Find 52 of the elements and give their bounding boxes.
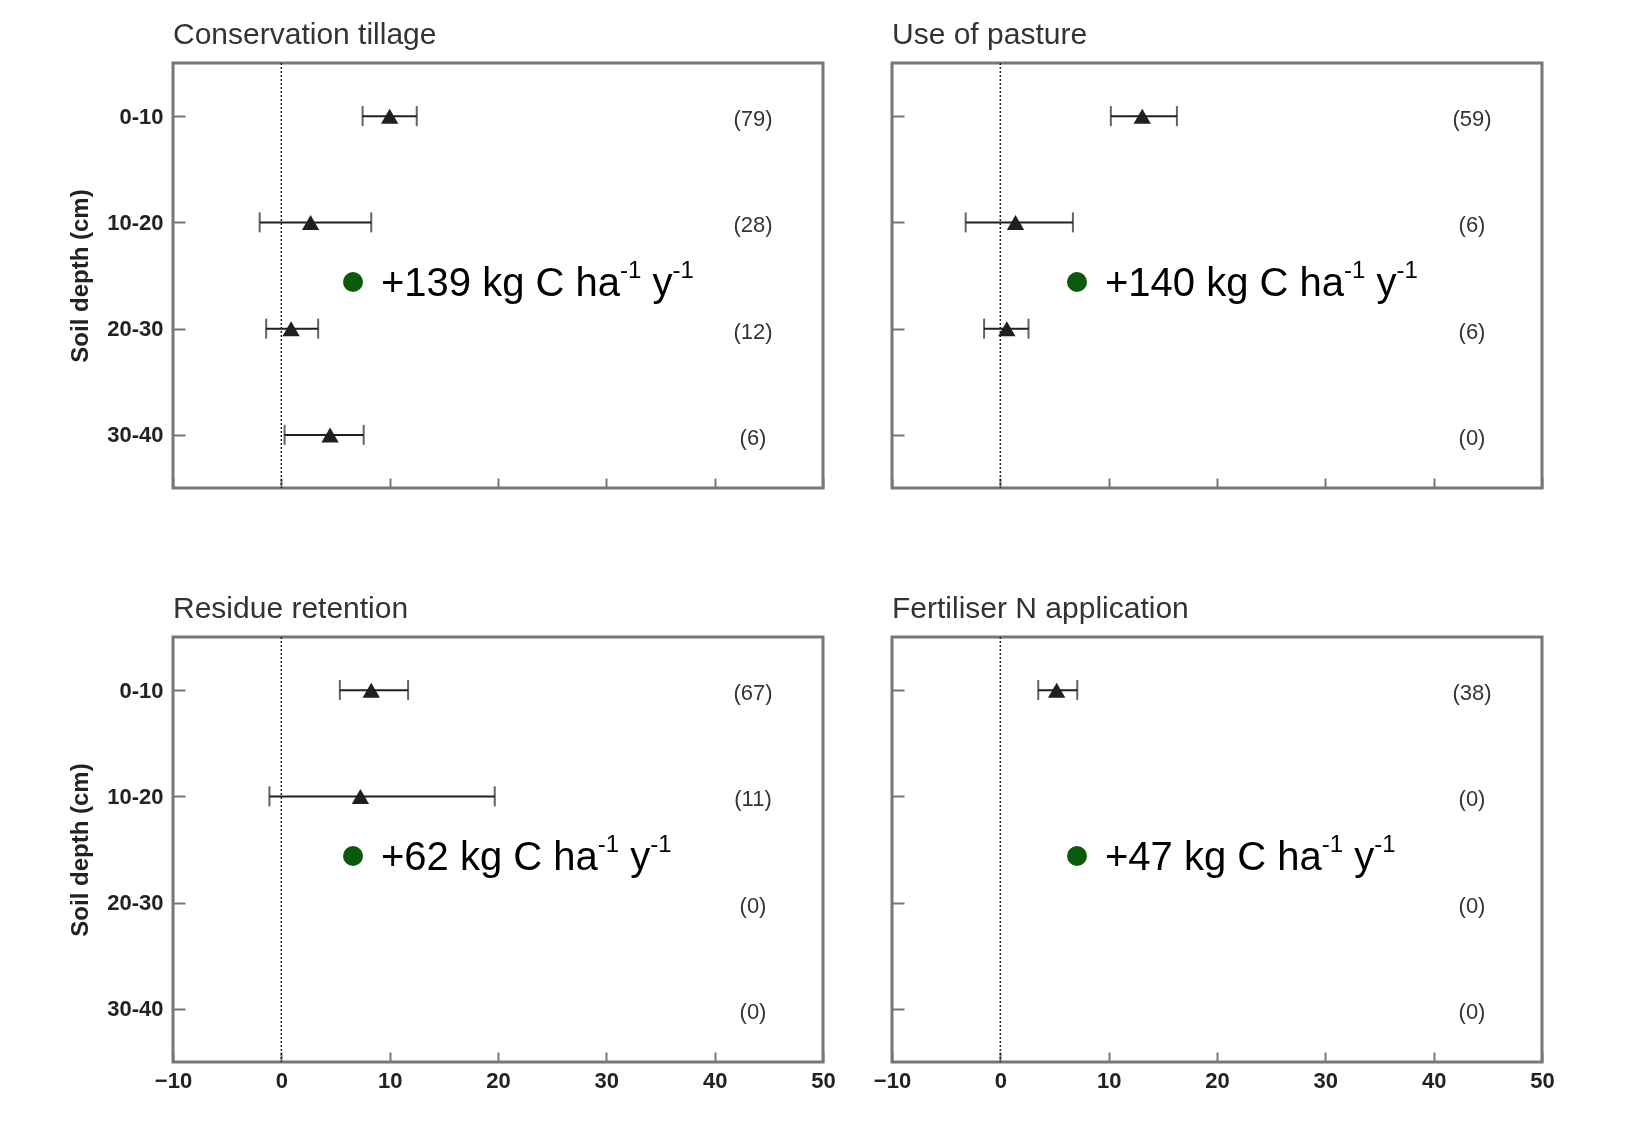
- chart-title: Use of pasture: [892, 17, 1088, 51]
- annotation: (59): [1452, 106, 1492, 132]
- y-tick-label: 30-40: [107, 422, 164, 448]
- annotation: (6): [739, 424, 767, 450]
- y-tick-label: 20-30: [107, 316, 164, 342]
- y-axis-title: Soil depth (cm): [66, 763, 94, 937]
- y-tick-label: 20-30: [107, 890, 164, 916]
- chart-title: Conservation tillage: [173, 17, 437, 51]
- annotation: (67): [733, 680, 773, 706]
- y-tick-label: 10-20: [107, 209, 164, 235]
- x-tick-label: 10: [1096, 1067, 1122, 1093]
- x-tick-label: 50: [1530, 1067, 1555, 1093]
- x-tick-label: 30: [594, 1067, 620, 1093]
- annotation: (6): [1458, 212, 1486, 238]
- annotation: (0): [1458, 786, 1486, 812]
- annotation: (28): [733, 212, 773, 238]
- annotation: (11): [734, 786, 772, 812]
- x-tick-label: 40: [702, 1067, 728, 1093]
- annotation: (0): [739, 892, 767, 918]
- point: [301, 214, 320, 230]
- x-tick-label: 50: [811, 1067, 836, 1093]
- annotation: +62 kg C ha$^{-1}$ y$^{-1}$: [381, 829, 672, 880]
- y-tick-label: 10-20: [107, 783, 164, 809]
- annotation: (0): [1458, 998, 1486, 1024]
- x-tick-label: 40: [1421, 1067, 1447, 1093]
- y-tick-label: 0-10: [119, 677, 164, 703]
- annotation: (38): [1452, 680, 1492, 706]
- point: [321, 427, 339, 443]
- point: [381, 108, 399, 124]
- x-tick-label: 0: [994, 1067, 1007, 1093]
- annotation: (6): [1458, 318, 1486, 344]
- annotation: +47 kg C ha$^{-1}$ y$^{-1}$: [1105, 829, 1396, 880]
- chart-title: Fertiliser N application: [892, 591, 1189, 625]
- x-tick-label: 0: [275, 1067, 288, 1093]
- point: [282, 321, 300, 337]
- x-tick-label: 10: [377, 1067, 403, 1093]
- y-tick-label: 0-10: [119, 103, 164, 129]
- y-tick-label: 30-40: [107, 996, 164, 1022]
- annotation: (12): [733, 318, 773, 344]
- annotation: (79): [733, 106, 773, 132]
- annotation: (0): [1458, 892, 1486, 918]
- x-tick-label: 30: [1313, 1067, 1339, 1093]
- x-tick-label: −10: [873, 1067, 912, 1093]
- chart-title: Residue retention: [173, 591, 409, 625]
- annotation: (0): [739, 998, 767, 1024]
- annotation: +140 kg C ha$^{-1}$ y$^{-1}$: [1105, 255, 1418, 306]
- annotation: (0): [1458, 424, 1486, 450]
- y-axis-title: Soil depth (cm): [66, 189, 94, 363]
- x-tick-label: 20: [1205, 1067, 1230, 1093]
- x-tick-label: 20: [486, 1067, 511, 1093]
- x-tick-label: −10: [154, 1067, 193, 1093]
- annotation: +139 kg C ha$^{-1}$ y$^{-1}$: [381, 255, 694, 306]
